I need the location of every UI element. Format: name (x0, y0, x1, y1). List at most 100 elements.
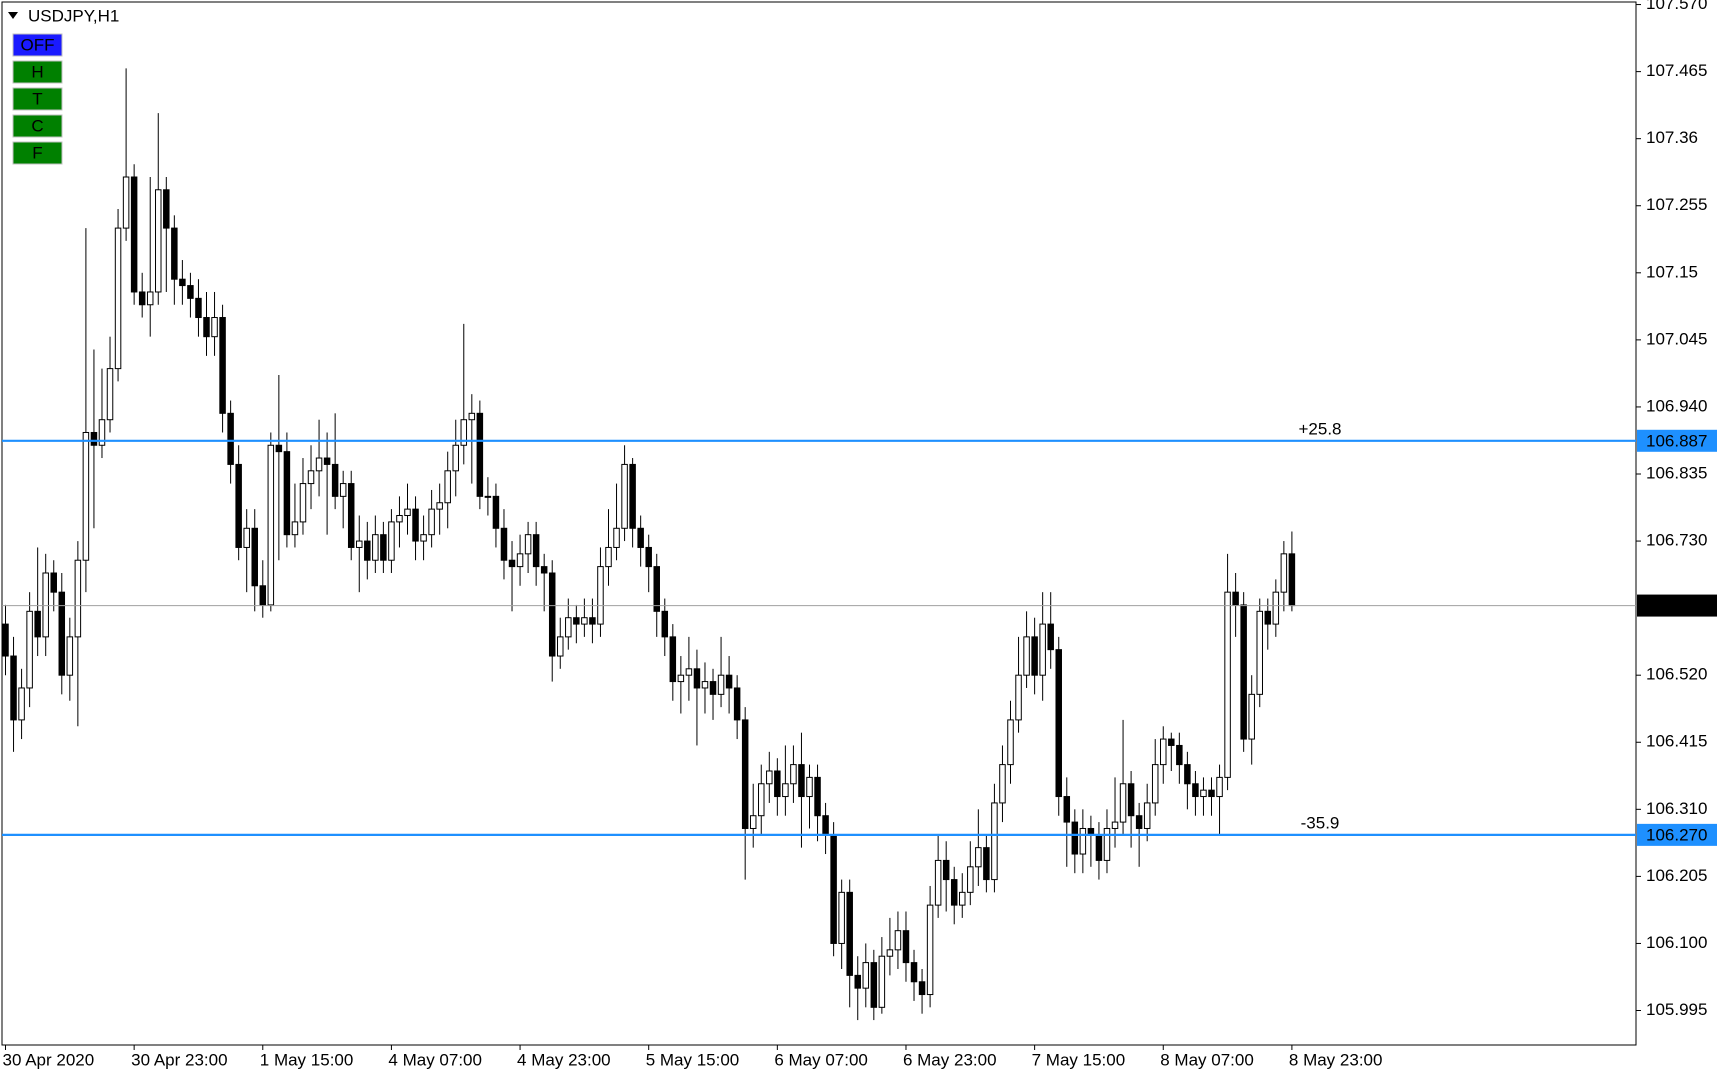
candle-body (1023, 636, 1030, 676)
candle-body (10, 655, 17, 721)
candle-body (565, 617, 572, 638)
candle-body (50, 572, 57, 593)
candle-body (18, 687, 25, 721)
x-tick-label: 1 May 15:00 (260, 1050, 354, 1069)
candle-body (428, 508, 435, 536)
candle-body (854, 974, 861, 989)
candle-body (1047, 623, 1054, 651)
candle-body (1240, 604, 1247, 740)
candle-body (500, 527, 508, 561)
candle-body (2, 623, 9, 657)
candle-body (918, 981, 926, 996)
candle-body (275, 444, 283, 453)
level-price-label: 106.270 (1646, 825, 1707, 844)
x-tick-label: 6 May 23:00 (903, 1050, 997, 1069)
candle-body (1127, 783, 1135, 817)
level-label: +25.8 (1298, 419, 1341, 438)
candle-body (1039, 623, 1046, 676)
candle-body (532, 534, 540, 568)
candle-body (573, 617, 580, 625)
candle-body (251, 527, 258, 587)
candle-body (122, 176, 130, 229)
toolbar-button[interactable] (12, 87, 63, 111)
candle-body (211, 317, 218, 338)
candle-body (693, 668, 701, 689)
toolbar-button[interactable] (12, 141, 63, 165)
candle-body (1055, 649, 1062, 798)
candle-body (1176, 744, 1183, 766)
candle-body (179, 278, 186, 287)
candle-body (1232, 591, 1239, 606)
candle-body (492, 495, 500, 529)
candle-body (870, 962, 878, 1008)
candle-body (1111, 821, 1119, 829)
toolbar-button-label: F (32, 143, 42, 162)
candle-body (959, 891, 966, 906)
candle-body (862, 962, 870, 989)
candle-body (950, 879, 958, 906)
candle-body (886, 949, 894, 957)
candle-body (557, 636, 564, 657)
candle-body (130, 176, 138, 293)
candle-body (476, 412, 484, 497)
candle-body (508, 559, 516, 568)
candle-body (138, 291, 146, 306)
toolbar-button[interactable] (12, 114, 63, 138)
candle-body (926, 904, 934, 996)
candle-body (203, 317, 210, 338)
x-tick-label: 5 May 15:00 (646, 1050, 740, 1069)
candle-body (1135, 815, 1143, 829)
candle-body (227, 412, 234, 465)
candle-body (629, 463, 636, 529)
candle-body (1160, 738, 1167, 766)
candle-body (1256, 610, 1263, 695)
candle-body (597, 566, 604, 625)
candle-body (1103, 827, 1111, 861)
candle-body (283, 451, 291, 536)
candle-body (171, 227, 178, 280)
symbol-label: USDJPY,H1 (28, 6, 119, 25)
candle-body (902, 930, 910, 964)
candle-body (645, 546, 652, 568)
candle-body (380, 534, 387, 561)
candle-body (82, 431, 90, 561)
level-label: -35.9 (1301, 813, 1340, 832)
candle-body (1192, 783, 1199, 798)
candle-body (98, 419, 106, 446)
y-tick-label: 107.255 (1646, 195, 1707, 214)
candle-body (540, 566, 548, 574)
candle-body (838, 891, 845, 944)
candle-body (436, 502, 443, 510)
candle-body (1095, 834, 1103, 861)
y-tick-label: 106.100 (1646, 933, 1707, 952)
candle-body (307, 470, 315, 485)
candle-body (605, 546, 612, 568)
candle-body (1031, 636, 1038, 676)
candle-body (653, 566, 660, 612)
candle-body (1071, 821, 1079, 855)
candle-body (155, 189, 162, 293)
candle-body (26, 610, 33, 689)
candle-body (701, 681, 709, 689)
candle-body (195, 297, 202, 319)
candle-body (90, 431, 98, 446)
candle-body (621, 463, 628, 529)
candle-body (347, 483, 355, 548)
candle-body (1184, 764, 1191, 785)
toolbar-button-label: OFF (21, 35, 55, 54)
y-tick-label: 107.36 (1646, 128, 1698, 147)
current-price-label: 106.629 (1646, 596, 1707, 615)
toolbar-button-label: H (31, 62, 43, 81)
y-tick-label: 106.310 (1646, 799, 1707, 818)
candle-body (1224, 591, 1231, 778)
y-tick-label: 106.520 (1646, 665, 1707, 684)
y-tick-label: 106.415 (1646, 732, 1707, 751)
toolbar-button-label: C (31, 116, 43, 135)
symbol-menu-arrow[interactable] (8, 12, 18, 19)
candle-body (709, 681, 717, 695)
candle-body (806, 776, 813, 798)
toolbar-button[interactable] (12, 60, 63, 84)
candle-body (934, 859, 942, 906)
toolbar-button[interactable] (12, 33, 63, 57)
